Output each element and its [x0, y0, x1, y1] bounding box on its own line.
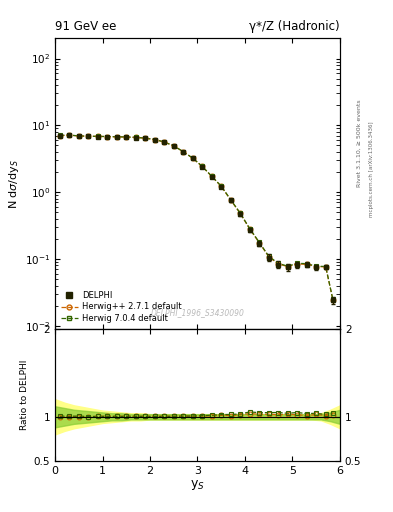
Y-axis label: N d$\sigma$/dy$_S$: N d$\sigma$/dy$_S$ — [7, 159, 20, 209]
Text: γ*/Z (Hadronic): γ*/Z (Hadronic) — [249, 20, 340, 33]
Text: 91 GeV ee: 91 GeV ee — [55, 20, 116, 33]
X-axis label: y$_S$: y$_S$ — [190, 478, 205, 493]
Legend: DELPHI, Herwig++ 2.7.1 default, Herwig 7.0.4 default: DELPHI, Herwig++ 2.7.1 default, Herwig 7… — [59, 289, 183, 325]
Text: mcplots.cern.ch [arXiv:1306.3436]: mcplots.cern.ch [arXiv:1306.3436] — [369, 121, 374, 217]
Y-axis label: Ratio to DELPHI: Ratio to DELPHI — [20, 359, 29, 430]
Text: DELPHI_1996_S3430090: DELPHI_1996_S3430090 — [151, 308, 244, 317]
Text: Rivet 3.1.10, ≥ 500k events: Rivet 3.1.10, ≥ 500k events — [357, 99, 362, 187]
